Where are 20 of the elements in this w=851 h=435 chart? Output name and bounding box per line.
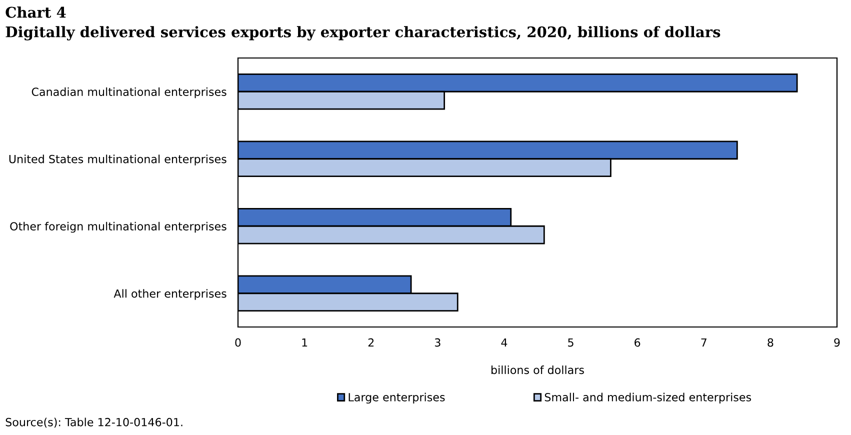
x-tick-label: 7 <box>701 338 706 347</box>
x-tick-label: 2 <box>368 338 374 347</box>
text: Chart 4 <box>6 6 66 18</box>
x-tick-label: 9 <box>834 338 840 347</box>
source-note: Source(s): Table 12-10-0146-01. <box>6 418 182 428</box>
chart-subtitle: Digitally delivered services exports by exporter characteristics, 2020, billions of dollars <box>6 26 720 40</box>
x-axis-title: billions of dollars <box>492 366 584 374</box>
y-tick-label: Other foreign multinational enterprises <box>10 222 226 233</box>
x-tick-label: 5 <box>568 338 574 347</box>
y-tick-label: United States multinational enterprises <box>9 154 226 166</box>
x-tick-label: 6 <box>634 338 640 347</box>
x-tick-label: 3 <box>434 338 440 347</box>
x-tick-label: 1 <box>302 338 308 347</box>
x-tick-label: 0 <box>235 338 241 347</box>
legend-label: Small- and medium-sized enterprises <box>544 392 752 404</box>
y-tick-label: All other enterprises <box>114 289 226 300</box>
x-tick-label: 4 <box>501 338 508 347</box>
legend-label: Large enterprises <box>348 392 445 404</box>
y-tick-label: Canadian multinational enterprises <box>32 87 226 98</box>
x-tick-label: 8 <box>768 338 774 347</box>
